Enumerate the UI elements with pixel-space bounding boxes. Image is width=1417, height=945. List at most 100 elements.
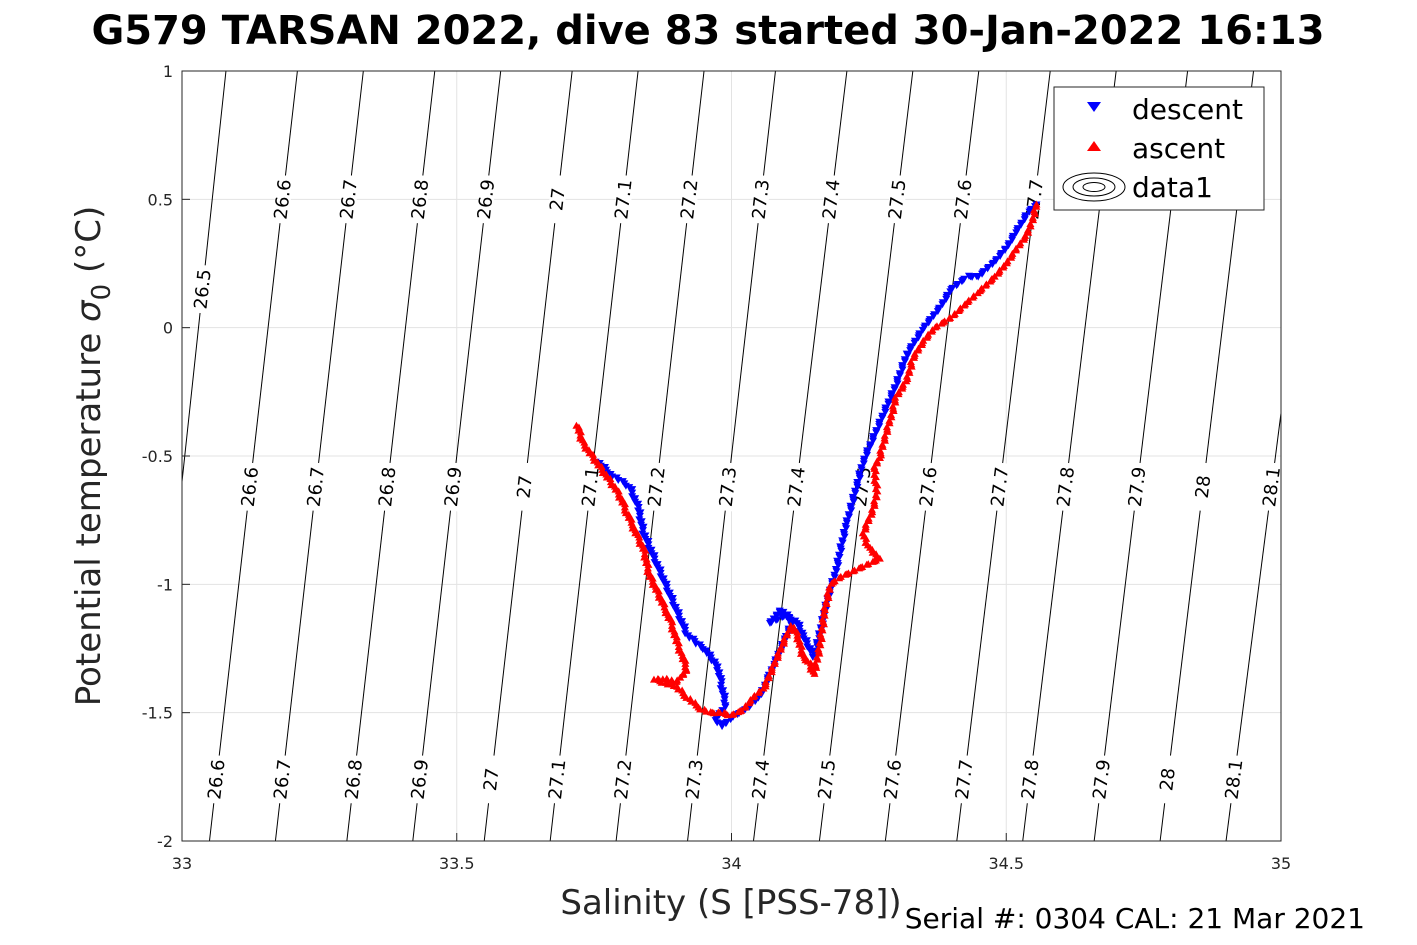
contour-label: 27.3 bbox=[749, 178, 774, 220]
contour-label: 26.9 bbox=[474, 178, 499, 220]
descent-point bbox=[1004, 240, 1013, 248]
contour-label-gap bbox=[409, 174, 431, 225]
ascent-point bbox=[764, 671, 773, 679]
descent-point bbox=[960, 275, 969, 283]
descent-point bbox=[866, 441, 875, 449]
y-axis-label-main: Potential temperature bbox=[69, 322, 109, 706]
contour-label: 27.5 bbox=[885, 178, 911, 220]
contour-label-gap bbox=[1156, 754, 1179, 805]
ascent-point bbox=[817, 624, 826, 632]
contour-label-gap bbox=[953, 754, 976, 805]
descent-point bbox=[860, 455, 869, 463]
descent-point bbox=[713, 663, 722, 671]
ascent-point bbox=[597, 462, 606, 470]
ascent-point bbox=[940, 317, 949, 325]
legend-descent-marker bbox=[1087, 102, 1101, 112]
contour-label-gap bbox=[886, 174, 909, 225]
descent-point bbox=[628, 489, 637, 497]
ascent-point bbox=[830, 577, 839, 585]
descent-point bbox=[930, 311, 939, 319]
ascent-point bbox=[795, 637, 804, 645]
ascent-point bbox=[776, 643, 785, 651]
descent-point bbox=[935, 304, 944, 312]
ascent-point bbox=[822, 597, 831, 605]
contour-label-gap bbox=[1222, 754, 1245, 805]
x-tick-label: 33 bbox=[172, 854, 192, 873]
contour-label-gap bbox=[338, 174, 360, 225]
contour-label: 27.6 bbox=[916, 466, 942, 508]
ascent-point bbox=[641, 546, 650, 554]
ascent-point bbox=[820, 603, 829, 611]
ascent-point bbox=[823, 589, 832, 597]
descent-point bbox=[953, 280, 962, 288]
ascent-point bbox=[593, 458, 602, 466]
ascent-point bbox=[1026, 220, 1035, 228]
contour-label: 27.3 bbox=[716, 466, 741, 508]
ascent-point bbox=[767, 663, 776, 671]
descent-point bbox=[968, 273, 977, 281]
ascent-point bbox=[871, 491, 880, 499]
contour-label-gap bbox=[785, 462, 808, 512]
descent-point bbox=[628, 486, 637, 494]
contour-label: 26.7 bbox=[270, 758, 295, 800]
ascent-point bbox=[861, 520, 870, 528]
x-tick-label: 34 bbox=[721, 854, 741, 873]
contour-label-gap bbox=[678, 174, 701, 225]
ascent-point bbox=[902, 372, 911, 380]
contour-label: 28.1 bbox=[1221, 758, 1247, 800]
legend-contour-icon bbox=[1062, 172, 1126, 202]
ascent-point bbox=[576, 428, 585, 436]
ascent-point bbox=[977, 284, 986, 292]
y-tick-label: 1 bbox=[163, 62, 173, 81]
descent-point bbox=[992, 256, 1001, 264]
contour-label: 27.7 bbox=[952, 758, 978, 800]
contour-label: 28 bbox=[1156, 767, 1180, 792]
ascent-point bbox=[793, 631, 802, 639]
contour-label-gap bbox=[409, 754, 431, 805]
ascent-point bbox=[773, 649, 782, 657]
ascent-point bbox=[755, 687, 764, 695]
contour-label-gap bbox=[612, 174, 635, 225]
ascent-point bbox=[668, 618, 677, 626]
contour-label-gap bbox=[192, 264, 214, 314]
ascent-point bbox=[598, 465, 607, 473]
contour-label-gap bbox=[952, 174, 975, 225]
contour-label: 27.4 bbox=[784, 466, 810, 508]
contour-label: 26.6 bbox=[238, 466, 263, 508]
ascent-point bbox=[864, 560, 873, 568]
contour-label: 27.2 bbox=[677, 178, 702, 220]
ascent-point bbox=[674, 642, 683, 650]
ascent-point bbox=[861, 538, 870, 546]
ascent-point bbox=[797, 646, 806, 654]
descent-point bbox=[925, 316, 934, 324]
descent-point bbox=[1008, 232, 1017, 240]
contour-label: 26.9 bbox=[441, 466, 466, 508]
contour-label-gap bbox=[717, 462, 739, 512]
y-axis-label-unit: (°C) bbox=[69, 206, 109, 284]
ascent-point bbox=[809, 667, 818, 675]
descent-point bbox=[869, 433, 878, 441]
ascent-point bbox=[811, 659, 820, 667]
ascent-point bbox=[584, 446, 593, 454]
contour-label-gap bbox=[513, 462, 536, 512]
ascent-point bbox=[1028, 213, 1037, 221]
descent-point bbox=[881, 404, 890, 412]
ascent-point bbox=[950, 309, 959, 317]
ascent-point bbox=[670, 627, 679, 635]
descent-point bbox=[942, 291, 951, 299]
ascent-point bbox=[606, 478, 615, 486]
contour-label: 27.6 bbox=[951, 178, 977, 220]
contour-label: 27.3 bbox=[682, 758, 707, 800]
ascent-point bbox=[885, 416, 894, 424]
contour-label-gap bbox=[882, 754, 904, 805]
contour-label-gap bbox=[816, 754, 838, 805]
contour-label-gap bbox=[917, 462, 940, 512]
contour-label-gap bbox=[480, 754, 502, 805]
descent-point bbox=[779, 613, 788, 621]
descent-point bbox=[938, 299, 947, 307]
ascent-point bbox=[876, 446, 885, 454]
contour-label: 27.1 bbox=[611, 178, 636, 220]
ascent-point bbox=[882, 423, 891, 431]
contour-label-gap bbox=[1126, 462, 1148, 512]
